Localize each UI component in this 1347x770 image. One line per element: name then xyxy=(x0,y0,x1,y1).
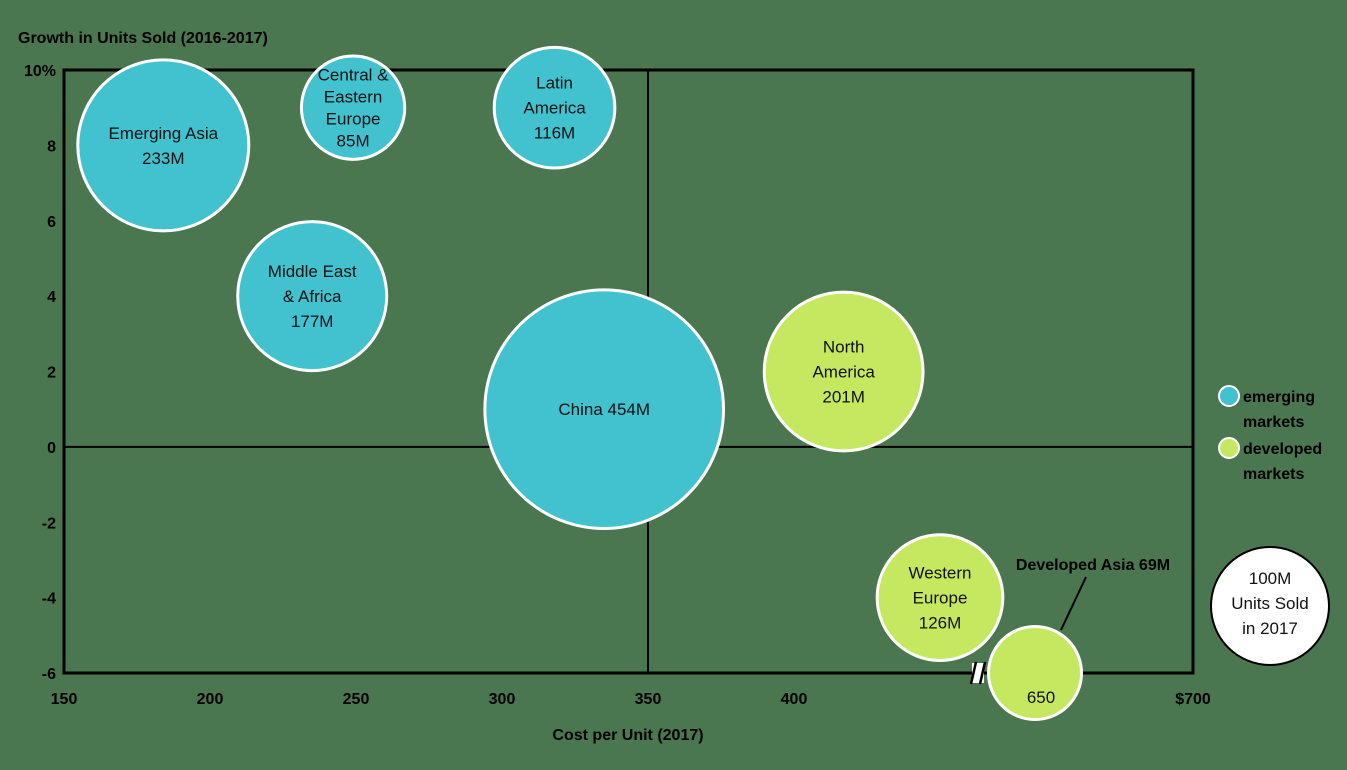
bubble-label: Europe xyxy=(326,110,381,129)
y-tick-label: -6 xyxy=(42,666,56,683)
y-tick-label: 0 xyxy=(47,440,56,457)
legend-swatch xyxy=(1218,437,1240,459)
bubble-label: 650 xyxy=(1027,688,1055,707)
x-tick-label: 400 xyxy=(781,691,808,708)
bubble[interactable] xyxy=(492,45,617,170)
x-tick-label: 350 xyxy=(635,691,662,708)
bubble[interactable] xyxy=(986,624,1084,722)
bubble-label: 177M xyxy=(291,312,334,331)
bubble-label: Latin xyxy=(536,74,573,93)
bubble[interactable] xyxy=(236,220,389,373)
bubble[interactable] xyxy=(875,533,1005,662)
x-tick-label: 250 xyxy=(343,691,370,708)
legend-label: markets xyxy=(1243,466,1304,483)
bubble-label: North xyxy=(823,338,865,357)
bubble-label: 201M xyxy=(822,388,865,407)
bubble[interactable] xyxy=(483,288,726,531)
callout-label: Developed Asia 69M xyxy=(1016,557,1170,574)
bubble-label: 233M xyxy=(142,149,185,168)
y-tick-label: 6 xyxy=(47,214,56,231)
y-tick-label: -4 xyxy=(42,591,56,608)
bubble-label: Europe xyxy=(913,589,968,608)
plot-frame xyxy=(62,68,1195,675)
y-tick-label: 4 xyxy=(47,289,56,306)
bubble-label: America xyxy=(812,363,875,382)
bubble-label: Middle East xyxy=(268,262,357,281)
bubble-label: Eastern xyxy=(324,88,383,107)
legend-label: markets xyxy=(1243,414,1304,431)
x-axis-title: Cost per Unit (2017) xyxy=(552,727,703,744)
bubble-label: 126M xyxy=(919,614,962,633)
y-tick-label: 2 xyxy=(47,365,56,382)
bubble-label: 85M xyxy=(337,132,370,151)
axis-break-mark xyxy=(969,661,978,685)
size-key-label: Units Sold xyxy=(1231,594,1308,613)
bubble-label: Western xyxy=(909,564,972,583)
bubble[interactable] xyxy=(299,54,407,161)
x-tick-label: 200 xyxy=(197,691,224,708)
bubble[interactable] xyxy=(762,290,925,453)
bubble-label: China 454M xyxy=(558,400,650,419)
legend-label: emerging xyxy=(1243,389,1315,406)
bubble-label: Central & xyxy=(318,66,390,85)
bubble[interactable] xyxy=(76,58,251,233)
y-axis-title: Growth in Units Sold (2016-2017) xyxy=(18,30,268,47)
axis-break-mark xyxy=(978,661,987,685)
size-key-bubble xyxy=(1210,546,1330,666)
bubble-label: 116M xyxy=(534,124,575,143)
bubble-label: & Africa xyxy=(283,287,342,306)
legend-label: developed xyxy=(1243,441,1322,458)
y-tick-label: 8 xyxy=(47,138,56,155)
size-key-label: in 2017 xyxy=(1242,619,1298,638)
size-key-label: 100M xyxy=(1249,569,1292,588)
callout-leader xyxy=(1060,576,1087,631)
y-tick-label: -2 xyxy=(42,515,56,532)
y-tick-label: 10% xyxy=(24,63,56,80)
legend-swatch xyxy=(1218,385,1240,407)
bubble-label: Emerging Asia xyxy=(108,124,218,143)
bubble-label: America xyxy=(523,99,586,118)
x-tick-label: 150 xyxy=(51,691,78,708)
x-tick-label: 300 xyxy=(489,691,516,708)
x-tick-label: $700 xyxy=(1175,691,1211,708)
